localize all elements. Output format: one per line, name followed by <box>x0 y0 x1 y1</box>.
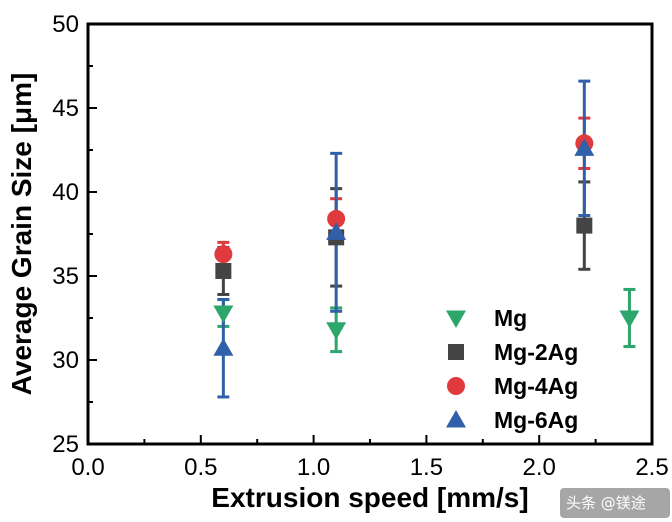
point-mg-6ag <box>326 222 347 240</box>
x-axis-title: Extrusion speed [mm/s] <box>211 482 528 513</box>
legend-marker-mg-6ag <box>446 410 466 428</box>
axis-ticks: 0.0 0.5 1.0 1.5 2.0 2.5 25 30 35 40 45 50 <box>52 11 668 481</box>
legend-label-mg-4ag: Mg-4Ag <box>494 373 578 399</box>
y-tick-label: 35 <box>52 263 79 290</box>
svg-text:头条 @镁途: 头条 @镁途 <box>566 494 646 512</box>
x-tick-label: 1.0 <box>297 454 330 481</box>
legend-marker-mg <box>446 310 466 328</box>
legend-label-mg: Mg <box>494 305 527 331</box>
point-mg-2ag <box>576 217 593 234</box>
y-tick-label: 25 <box>52 431 79 458</box>
watermark: 头条 @镁途 <box>560 488 670 518</box>
y-tick-label: 50 <box>52 11 79 38</box>
legend: Mg Mg-2Ag Mg-4Ag Mg-6Ag <box>446 305 578 433</box>
point-mg <box>213 305 234 323</box>
point-mg <box>326 322 347 340</box>
x-tick-label: 0.5 <box>184 454 217 481</box>
point-mg-4ag <box>327 209 346 228</box>
point-mg-2ag <box>215 262 232 279</box>
legend-marker-mg-2ag <box>448 344 464 360</box>
legend-label-mg-6ag: Mg-6Ag <box>494 407 578 433</box>
watermark-background <box>560 488 670 518</box>
legend-marker-mg-4ag <box>447 377 465 395</box>
x-tick-label: 2.5 <box>635 454 668 481</box>
point-mg-6ag <box>574 138 595 156</box>
point-mg-6ag <box>213 338 234 356</box>
point-mg <box>619 310 640 328</box>
data-points <box>213 134 640 356</box>
y-tick-label: 40 <box>52 179 79 206</box>
y-axis-title: Average Grain Size [μm] <box>6 73 37 396</box>
y-tick-label: 45 <box>52 95 79 122</box>
point-mg-4ag <box>214 245 233 264</box>
watermark-handle: @镁途 <box>601 494 646 512</box>
x-tick-label: 1.5 <box>410 454 443 481</box>
x-tick-label: 2.0 <box>523 454 556 481</box>
legend-label-mg-2ag: Mg-2Ag <box>494 339 578 365</box>
x-tick-label: 0.0 <box>71 454 104 481</box>
y-tick-label: 30 <box>52 347 79 374</box>
watermark-prefix: 头条 <box>566 494 601 512</box>
